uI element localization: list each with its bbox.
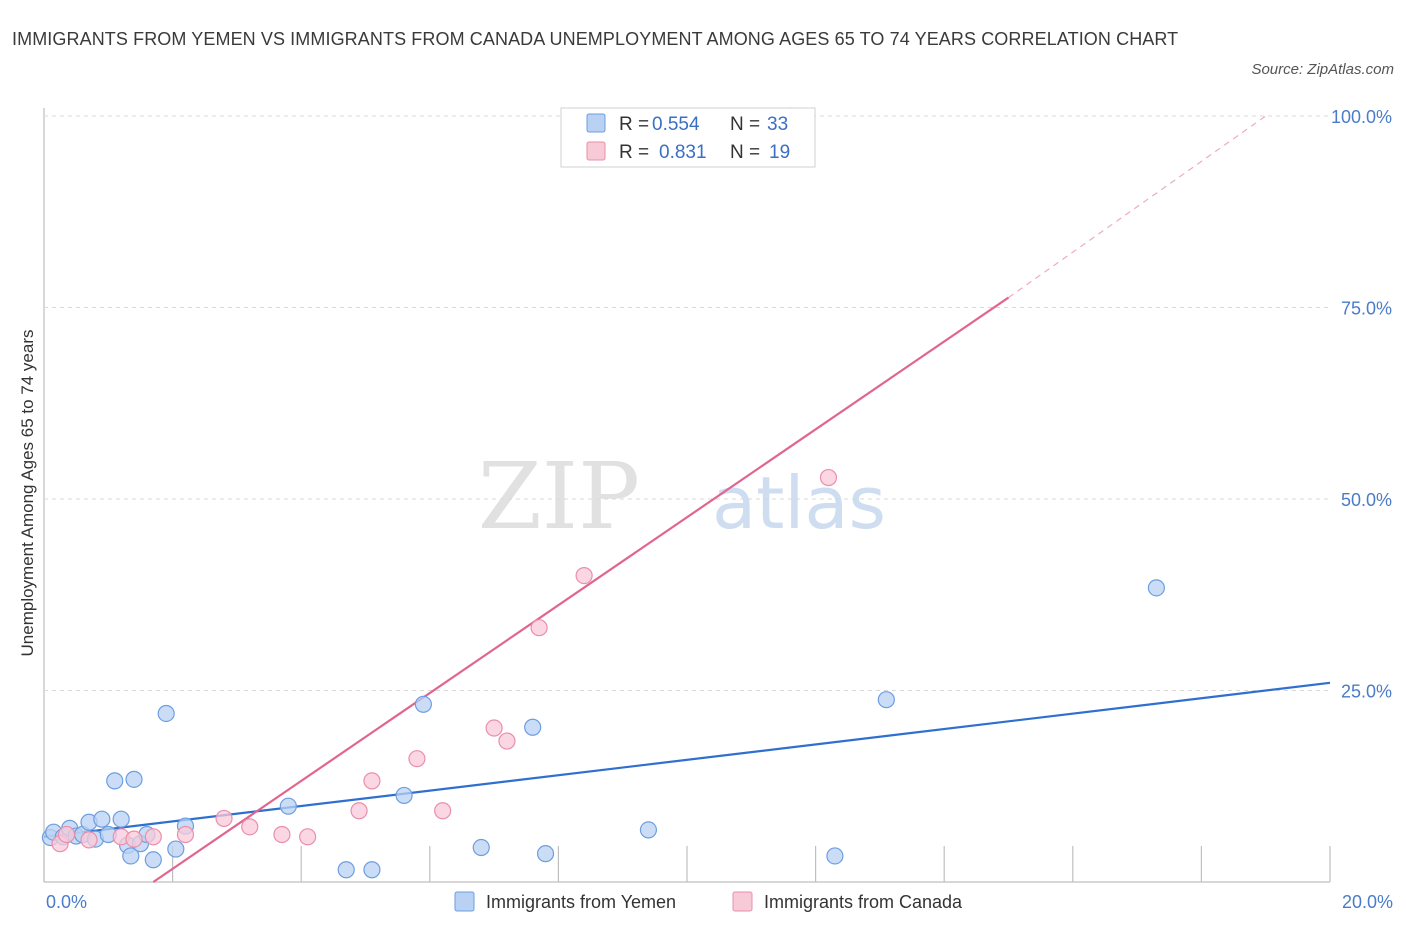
watermark: ZIP atlas — [478, 443, 886, 550]
x-axis-ticks — [43, 846, 1331, 882]
point-canada-6 — [176, 825, 195, 844]
trend-line-yemen — [43, 681, 1331, 838]
y-tick-label-1: 50.0% — [1341, 490, 1392, 510]
legend-swatch-yemen — [454, 891, 475, 912]
y-tick-labels: 25.0% 50.0% 75.0% 100.0% — [1331, 107, 1392, 702]
y-tick-label-3: 100.0% — [1331, 107, 1392, 127]
x-tick-label-0: 0.0% — [46, 892, 87, 912]
x-tick-label-1: 20.0% — [1342, 892, 1393, 912]
svg-text:ZIP: ZIP — [478, 443, 640, 550]
point-canada-9 — [273, 825, 291, 844]
chart-title: IMMIGRANTS FROM YEMEN VS IMMIGRANTS FROM… — [12, 29, 1179, 49]
point-yemen-26 — [472, 838, 490, 857]
source-credit: Source: ZipAtlas.com — [1251, 61, 1394, 78]
point-yemen-8 — [93, 810, 111, 828]
stats-legend: R = 0.554 N = 33 R = 0.831 N = 19 — [560, 107, 816, 168]
point-yemen-11 — [112, 810, 130, 828]
legend-swatch-canada — [732, 891, 753, 912]
point-yemen-18 — [157, 704, 175, 723]
stats-n-value-canada: 19 — [769, 142, 790, 163]
point-yemen-28 — [536, 845, 555, 863]
point-canada-18 — [575, 566, 593, 585]
stats-swatch-canada — [586, 141, 606, 161]
point-canada-13 — [408, 750, 426, 768]
point-yemen-31 — [877, 691, 895, 709]
legend-label-canada: Immigrants from Canada — [764, 892, 963, 912]
y-tick-label-0: 25.0% — [1341, 682, 1392, 702]
point-yemen-13 — [122, 847, 140, 865]
point-yemen-14 — [125, 770, 143, 788]
point-canada-7 — [215, 809, 233, 828]
stats-n-value-yemen: 33 — [767, 114, 788, 135]
point-yemen-30 — [826, 847, 844, 865]
point-yemen-32 — [1147, 579, 1165, 597]
stats-r-label-yemen: R = — [619, 114, 649, 135]
point-yemen-21 — [279, 797, 297, 815]
point-canada-14 — [434, 802, 452, 820]
trend-extension-canada — [1008, 115, 1267, 299]
series-legend: Immigrants from Yemen Immigrants from Ca… — [454, 891, 963, 912]
point-yemen-22 — [337, 861, 355, 879]
stats-r-label-canada: R = — [619, 142, 649, 163]
point-canada-4 — [125, 830, 143, 848]
point-canada-11 — [350, 802, 368, 820]
point-canada-15 — [485, 719, 503, 737]
y-tick-label-2: 75.0% — [1341, 299, 1392, 319]
stats-n-label-canada: N = — [730, 142, 760, 163]
point-canada-5 — [144, 828, 162, 846]
stats-r-value-canada: 0.831 — [659, 142, 707, 163]
point-canada-16 — [498, 732, 516, 750]
point-canada-17 — [530, 619, 548, 637]
point-yemen-17 — [144, 851, 162, 869]
stats-r-value-yemen: 0.554 — [652, 114, 700, 135]
point-canada-1 — [57, 825, 76, 844]
point-yemen-19 — [167, 840, 185, 858]
stats-swatch-yemen — [586, 113, 606, 133]
trend-lines — [43, 115, 1331, 883]
stats-n-label-yemen: N = — [730, 114, 760, 135]
x-tick-labels: 0.0% 20.0% — [46, 892, 1393, 912]
svg-text:atlas: atlas — [712, 461, 886, 545]
point-yemen-24 — [395, 786, 413, 805]
point-yemen-27 — [524, 718, 542, 736]
point-yemen-29 — [639, 821, 658, 839]
point-yemen-23 — [363, 861, 381, 879]
trend-line-canada — [152, 296, 1010, 883]
gridlines — [44, 115, 1330, 691]
point-canada-12 — [363, 772, 381, 790]
legend-label-yemen: Immigrants from Yemen — [486, 892, 676, 912]
point-yemen-10 — [106, 772, 124, 790]
point-canada-8 — [241, 818, 259, 836]
point-canada-10 — [299, 828, 317, 846]
point-canada-2 — [80, 831, 98, 849]
point-canada-20 — [819, 468, 838, 487]
point-yemen-25 — [414, 695, 432, 713]
